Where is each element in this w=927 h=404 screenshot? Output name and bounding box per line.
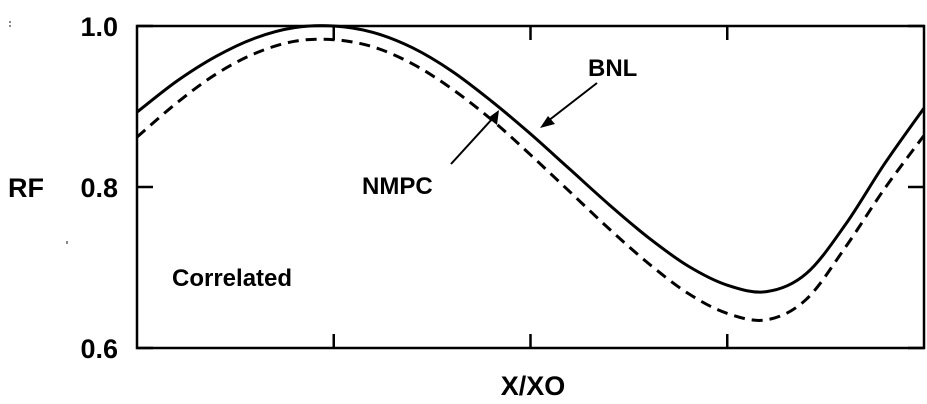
annotation-nmpc: NMPC — [362, 173, 433, 200]
y-tick-label-0.8: 0.8 — [80, 173, 118, 203]
scan-specks — [9, 21, 68, 244]
series-line-bnl — [136, 24, 926, 294]
y-tick-label-0.6: 0.6 — [80, 334, 118, 364]
y-axis-title: RF — [8, 173, 44, 203]
series-line-nmpc — [136, 37, 926, 322]
tick-marks — [137, 24, 924, 350]
x-axis-title: X/XO — [501, 371, 566, 401]
annotation-bnl: BNL — [588, 55, 637, 82]
arrow-bnl — [540, 82, 598, 128]
annotation-correlated: Correlated — [172, 265, 292, 292]
series-layer — [136, 24, 926, 322]
y-tick-label-1.0: 1.0 — [80, 12, 118, 42]
arrow-nmpc — [450, 110, 499, 165]
